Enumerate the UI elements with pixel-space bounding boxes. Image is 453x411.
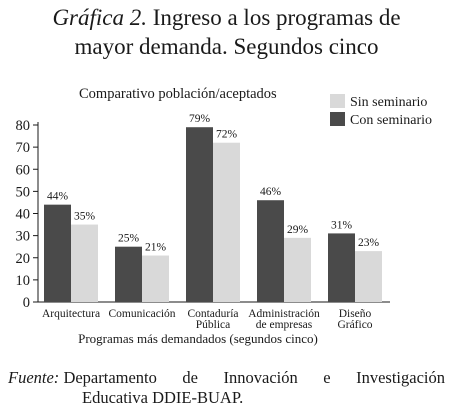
source-note: Fuente: Departamento de Innovación e Inv… bbox=[8, 368, 445, 408]
source-word-2: de bbox=[182, 368, 198, 387]
source-word-5: Investigación bbox=[356, 368, 445, 387]
x-tick-label: de empresas bbox=[256, 319, 313, 331]
y-tick-label: 80 bbox=[16, 118, 31, 134]
bar-sin-seminario bbox=[284, 237, 311, 302]
x-tick-label: Administración bbox=[248, 308, 320, 320]
bar-con-seminario bbox=[115, 246, 142, 302]
bar-con-seminario bbox=[257, 200, 284, 302]
bar-sin-seminario bbox=[213, 142, 240, 302]
bar-con-seminario bbox=[44, 204, 71, 302]
legend-label: Con seminario bbox=[350, 113, 432, 128]
source-word-4: e bbox=[323, 368, 331, 387]
bar-value-label: 35% bbox=[74, 211, 96, 223]
bar-con-seminario bbox=[186, 127, 213, 303]
y-tick-label: 50 bbox=[16, 184, 31, 200]
bar-con-seminario bbox=[328, 233, 355, 302]
source-word-1: Departamento bbox=[63, 368, 157, 387]
legend-swatch bbox=[330, 94, 345, 108]
bar-sin-seminario bbox=[71, 224, 98, 302]
bar-sin-seminario bbox=[142, 255, 169, 302]
y-tick-label: 20 bbox=[16, 251, 31, 267]
x-tick-label: Comunicación bbox=[108, 308, 175, 320]
bar-value-label: 44% bbox=[47, 191, 69, 203]
bar-sin-seminario bbox=[355, 251, 382, 302]
y-tick-label: 70 bbox=[16, 140, 31, 156]
y-tick-label: 30 bbox=[16, 229, 31, 245]
x-tick-label: Contaduría bbox=[187, 308, 238, 320]
x-tick-label: Diseño bbox=[339, 308, 372, 320]
y-tick-label: 60 bbox=[16, 162, 31, 178]
y-tick-label: 40 bbox=[16, 207, 31, 223]
bar-value-label: 25% bbox=[118, 233, 140, 245]
y-tick-label: 10 bbox=[16, 273, 31, 289]
bar-value-label: 23% bbox=[358, 237, 380, 249]
x-tick-label: Gráfico bbox=[337, 319, 372, 331]
bar-value-label: 29% bbox=[287, 224, 309, 236]
legend-label: Sin seminario bbox=[350, 95, 427, 110]
title-prefix: Gráfica 2. bbox=[52, 5, 147, 30]
source-word-3: Innovación bbox=[223, 368, 298, 387]
title-line-1: Gráfica 2. Ingreso a los programas de bbox=[0, 3, 453, 32]
chart-title: Comparativo población/aceptados bbox=[79, 86, 277, 102]
bar-value-label: 21% bbox=[145, 242, 167, 254]
bar-chart: Comparativo población/aceptados 0 10 20 30 40… bbox=[16, 86, 433, 346]
source-line-2: Educativa DDIE-BUAP. bbox=[82, 388, 244, 407]
legend-swatch bbox=[330, 112, 345, 126]
bar-value-label: 72% bbox=[216, 129, 238, 141]
bar-value-label: 79% bbox=[189, 113, 211, 125]
x-tick-label: Pública bbox=[196, 319, 231, 331]
source-line-1: Fuente: Departamento de Innovación e Inv… bbox=[8, 368, 445, 388]
title-line-2: mayor demanda. Segundos cinco bbox=[74, 34, 379, 59]
x-axis-title: Programas más demandados (segundos cinco… bbox=[78, 331, 318, 346]
x-tick-label: Arquitectura bbox=[42, 308, 100, 320]
source-label: Fuente: bbox=[8, 368, 60, 387]
figure-title: Gráfica 2. Ingreso a los programas de ma… bbox=[0, 3, 453, 61]
y-tick-label: 0 bbox=[23, 295, 30, 311]
title-text-1: Ingreso a los programas de bbox=[152, 5, 401, 30]
bar-value-label: 31% bbox=[331, 219, 353, 231]
bar-value-label: 46% bbox=[260, 186, 282, 198]
